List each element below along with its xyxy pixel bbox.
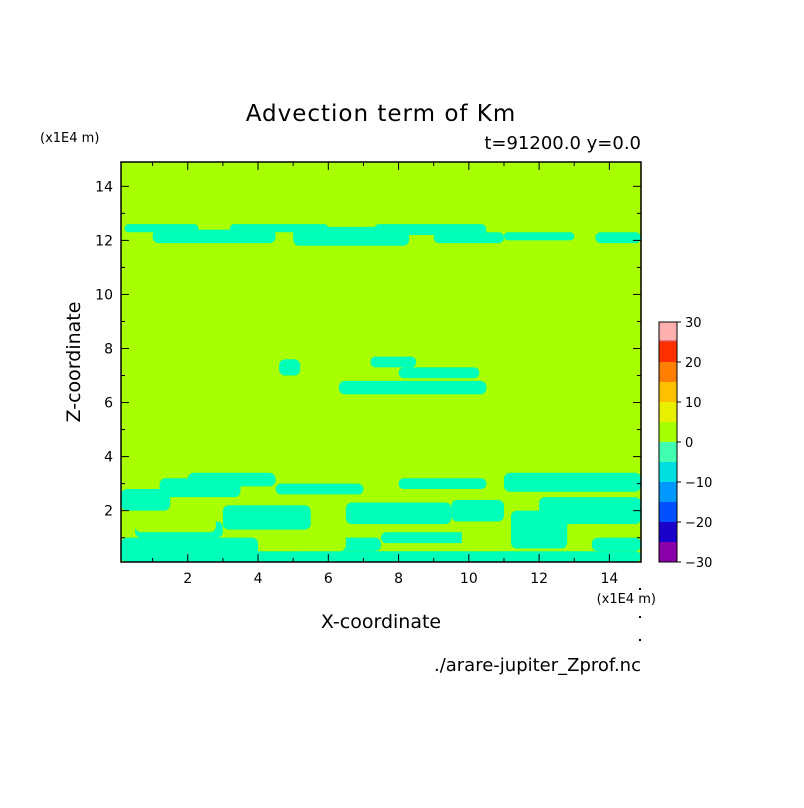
x-axis-label: X-coordinate <box>321 611 441 633</box>
y-tick-label: 2 <box>104 504 113 520</box>
negative-region <box>370 356 417 368</box>
x-tick-label: 12 <box>530 571 548 587</box>
negative-region <box>121 489 171 511</box>
source-file-label: ./arare-jupiter_Zprof.nc <box>434 655 641 676</box>
colorbar-swatch <box>659 322 677 341</box>
x-tick-label: 14 <box>600 571 618 587</box>
negative-regions <box>121 224 641 562</box>
negative-region <box>539 497 641 525</box>
negative-region <box>503 472 641 492</box>
colorbar-swatch <box>659 442 677 462</box>
negative-region <box>222 505 311 530</box>
plot-border <box>120 161 642 563</box>
colorbar-swatch <box>659 382 677 402</box>
colorbar-swatch <box>659 482 677 502</box>
colorbar-label: 30 <box>685 316 702 331</box>
y-tick-label: 8 <box>104 341 113 357</box>
background-hole <box>258 532 346 552</box>
negative-region <box>398 478 487 490</box>
colorbar-label: −30 <box>685 556 712 571</box>
y-tick-label: 10 <box>95 287 113 303</box>
colorbar-swatch <box>659 402 677 422</box>
negative-region <box>503 232 575 241</box>
background-hole <box>570 524 610 538</box>
y-axis-label: Z-coordinate <box>63 302 85 423</box>
x-unit-label: (x1E4 m) <box>597 592 656 607</box>
tick-dot <box>639 616 641 618</box>
negative-region <box>433 232 504 244</box>
background-hole <box>135 513 216 533</box>
negative-region <box>338 380 487 395</box>
colorbar-swatch <box>659 422 677 442</box>
negative-region <box>279 359 301 376</box>
x-tick-label: 10 <box>460 571 478 587</box>
x-tick-label: 2 <box>183 571 192 587</box>
x-tick-label: 4 <box>254 571 263 587</box>
colorbar-swatch <box>659 362 677 382</box>
colorbar-swatch <box>659 502 677 522</box>
tick-dot <box>639 639 641 641</box>
x-tick-label: 6 <box>324 571 333 587</box>
negative-region <box>381 532 469 544</box>
negative-region <box>187 472 276 487</box>
colorbar-swatch <box>659 342 677 362</box>
y-tick-label: 12 <box>95 233 113 249</box>
colorbar: 30 20 10 0 −10 −20 −30 <box>658 316 712 571</box>
y-unit-label: (x1E4 m) <box>40 131 99 146</box>
colorbar-label: 20 <box>685 356 702 371</box>
negative-region <box>591 537 641 552</box>
y-axis: 2 4 6 8 10 12 14 <box>95 179 641 539</box>
colorbar-label: −20 <box>685 516 712 531</box>
plot-frame <box>120 161 642 563</box>
negative-region <box>595 232 641 244</box>
y-tick-label: 6 <box>104 396 113 412</box>
colorbar-swatch <box>659 542 677 562</box>
negative-region <box>345 502 452 525</box>
y-tick-label: 14 <box>95 179 113 195</box>
x-tick-label: 8 <box>394 571 403 587</box>
negative-region <box>451 499 504 522</box>
tick-dot <box>639 588 641 590</box>
colorbar-label: 10 <box>685 396 702 411</box>
negative-region <box>121 537 259 557</box>
chart-subtitle: t=91200.0 y=0.0 <box>484 133 641 154</box>
y-tick-label: 4 <box>104 450 113 466</box>
negative-region <box>152 229 276 244</box>
background-hole <box>461 526 504 552</box>
chart-title: Advection term of Km <box>246 101 517 127</box>
colorbar-label: −10 <box>685 476 712 491</box>
colorbar-swatch <box>659 462 677 482</box>
colorbar-swatch <box>659 522 677 542</box>
negative-region <box>398 367 480 379</box>
negative-region <box>275 483 364 495</box>
colorbar-label: 0 <box>685 436 693 451</box>
x-axis: 2 4 6 8 10 12 14 <box>152 162 618 587</box>
